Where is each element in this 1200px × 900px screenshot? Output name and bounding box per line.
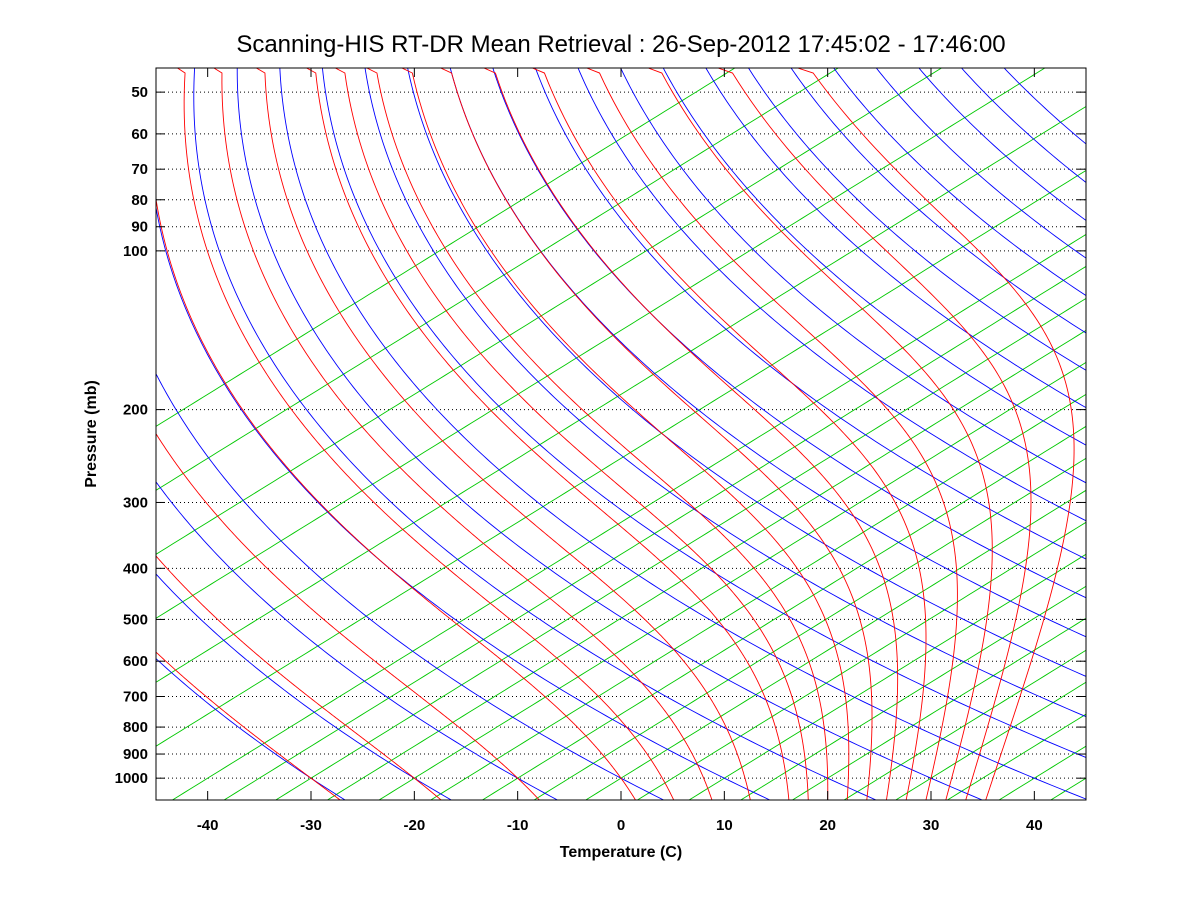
isotherm-line [327, 329, 1086, 800]
y-tick-label: 80 [131, 192, 148, 209]
dry-adiabat-line [790, 68, 1086, 334]
y-axis-label: Pressure (mb) [83, 380, 100, 488]
dry-adiabat-line [748, 68, 1086, 371]
tick-layer: -40 -30 -20 -10 0 10 20 30 40 50 60 70 80 90 100 200 300… [115, 68, 1086, 834]
moist-adiabat-line [532, 68, 927, 800]
isotherm-line [533, 457, 1086, 800]
isotherm-line [740, 585, 1086, 800]
isotherm-line [430, 393, 1086, 800]
dry-adiabat-line [279, 68, 1086, 800]
isotherm-line [843, 649, 1086, 800]
x-tick-label: -20 [403, 817, 425, 834]
moist-adiabat-line [156, 196, 636, 800]
moist-adiabat-line [256, 68, 751, 800]
moist-adiabat-line [440, 68, 873, 800]
x-tick-label: 40 [1026, 817, 1043, 834]
isotherm-line [156, 68, 942, 555]
isotherm-line [223, 265, 1086, 800]
isotherm-line [156, 105, 1086, 683]
x-tick-label: -10 [507, 817, 529, 834]
dry-adiabat-line [833, 68, 1086, 297]
isotherm-line [585, 489, 1086, 800]
plot-background [156, 68, 1086, 800]
y-tick-label: 700 [123, 688, 148, 705]
series-layer [156, 68, 1086, 800]
dry-adiabat-line [364, 68, 1086, 718]
x-tick-label: 30 [923, 817, 940, 834]
x-tick-label: -30 [300, 817, 322, 834]
moist-adiabat-line [366, 68, 829, 800]
dry-adiabat-line [705, 68, 1086, 409]
y-tick-label: 400 [123, 560, 148, 577]
x-tick-label: 20 [819, 817, 836, 834]
isotherm-line [792, 617, 1086, 800]
dry-adiabat-line [156, 372, 664, 800]
isotherm-line [156, 169, 1086, 747]
moist-adiabat-line [648, 68, 993, 800]
y-tick-label: 60 [131, 126, 148, 143]
moist-adiabat-line [401, 68, 850, 800]
isotherm-line [156, 68, 839, 491]
isotherm-line [156, 68, 736, 427]
chart-title: Scanning-HIS RT-DR Mean Retrieval : 26-S… [236, 31, 1005, 58]
isotherm-line [172, 233, 1086, 800]
x-tick-label: -40 [197, 817, 219, 834]
moist-adiabat-line [156, 555, 442, 800]
moist-adiabat-line [156, 432, 540, 800]
y-tick-label: 1000 [115, 770, 148, 787]
moist-adiabat-line [213, 68, 713, 800]
moist-adiabat-line [306, 68, 790, 800]
y-tick-label: 300 [123, 494, 148, 511]
dry-adiabat-line [156, 204, 771, 800]
y-tick-label: 800 [123, 719, 148, 736]
x-tick-label: 10 [716, 817, 733, 834]
isotherm-line [688, 553, 1086, 800]
moist-adiabat-line [797, 68, 1075, 800]
moist-adiabat-line [177, 68, 675, 800]
moist-adiabat-line [335, 68, 809, 800]
y-tick-label: 90 [131, 219, 148, 236]
dry-adiabat-line [156, 573, 452, 800]
dry-adiabat-line [156, 481, 558, 800]
dry-adiabat-line [492, 68, 1086, 599]
dry-adiabat-line [236, 68, 983, 800]
moist-adiabat-line [483, 68, 899, 800]
dry-adiabat-line [577, 68, 1086, 522]
isotherm-line [378, 361, 1086, 800]
dry-adiabat-line [535, 68, 1086, 560]
dry-adiabat-line [321, 68, 1086, 758]
y-tick-label: 500 [123, 611, 148, 628]
y-tick-label: 100 [123, 243, 148, 260]
isotherm-line [275, 297, 1086, 800]
moist-adiabat-line [586, 68, 958, 800]
x-tick-label: 0 [617, 817, 625, 834]
moist-adiabat-line [717, 68, 1032, 800]
y-tick-label: 600 [123, 653, 148, 670]
dry-adiabat-line [875, 68, 1086, 259]
y-tick-label: 900 [123, 746, 148, 763]
dry-adiabat-line [620, 68, 1086, 484]
x-axis-label: Temperature (C) [560, 844, 682, 861]
y-tick-label: 200 [123, 402, 148, 419]
dry-adiabat-line [156, 658, 346, 800]
dry-adiabat-line [662, 68, 1086, 446]
moist-adiabat-line [156, 651, 341, 800]
dry-adiabat-line [918, 68, 1086, 221]
isotherm-line [637, 521, 1086, 800]
y-tick-label: 70 [131, 161, 148, 178]
y-tick-label: 50 [131, 84, 148, 101]
dry-adiabat-line [193, 68, 877, 800]
